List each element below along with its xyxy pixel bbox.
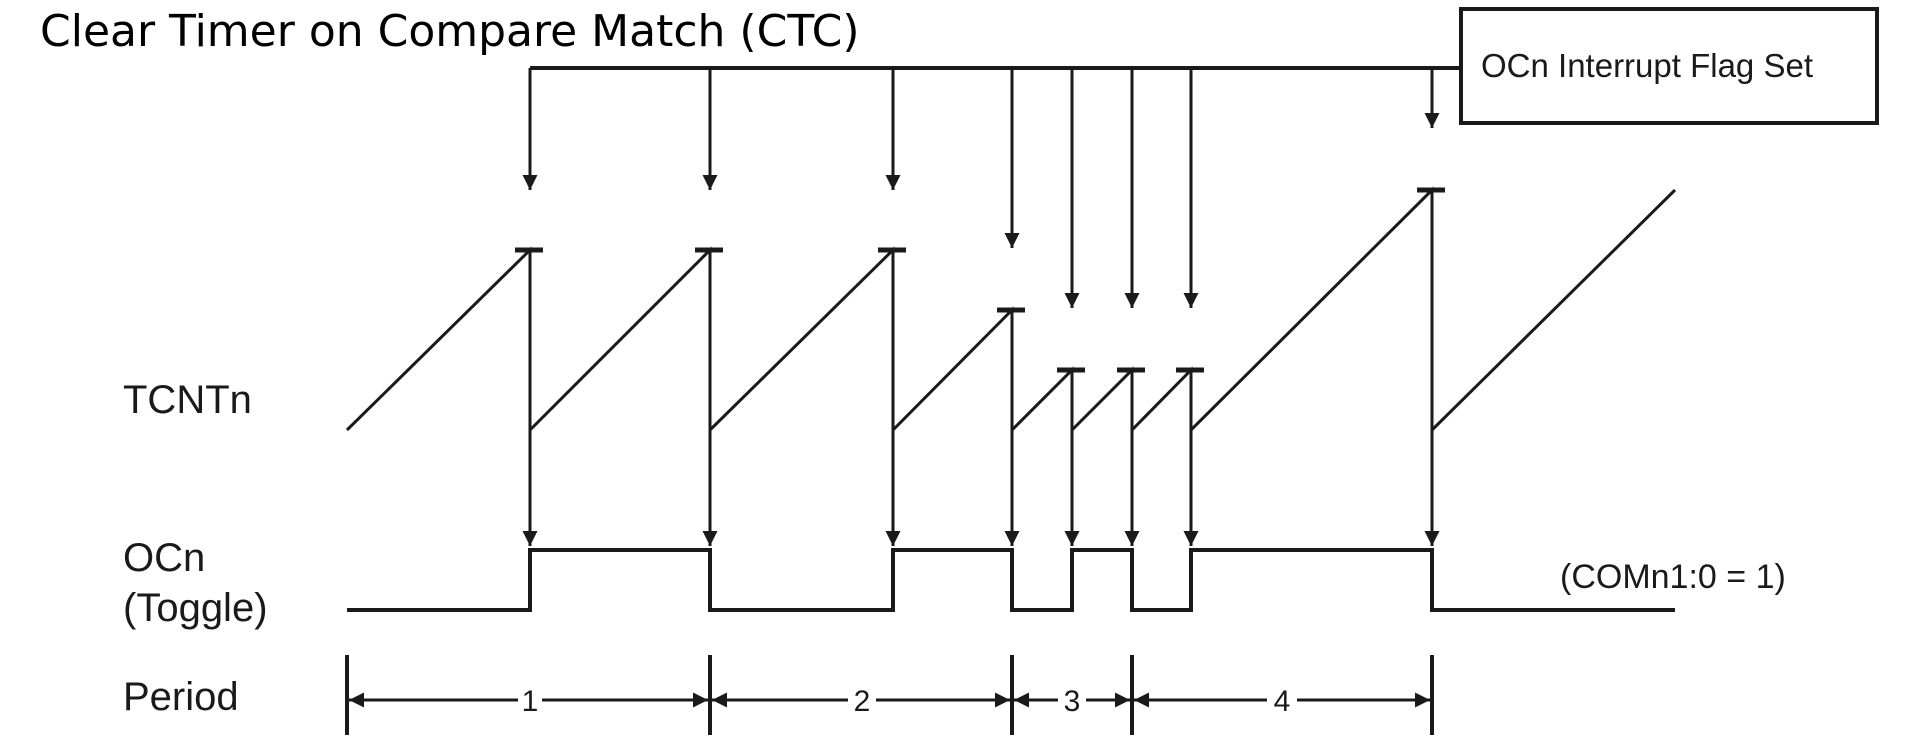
tcntn-waveform — [345, 186, 1677, 434]
interrupt-flag-label: OCn Interrupt Flag Set — [1481, 47, 1813, 84]
period-number-1: 1 — [522, 685, 539, 718]
page-title: Clear Timer on Compare Match (CTC) — [40, 6, 860, 57]
period-row-label: Period — [123, 675, 239, 719]
top-value-ticks — [515, 187, 1445, 373]
period-bars — [345, 655, 1434, 735]
ocn-signal-label: OCn (Toggle) — [123, 533, 268, 633]
ocn-label-line2: (Toggle) — [123, 586, 268, 630]
flag-arrows — [522, 68, 1440, 308]
interrupt-flag-box: OCn Interrupt Flag Set — [1459, 7, 1879, 125]
ocn-toggle-waveform — [347, 548, 1675, 612]
period-number-2: 2 — [854, 685, 871, 718]
com-mode-note: (COMn1:0 = 1) — [1560, 558, 1786, 596]
ocn-label-line1: OCn — [123, 536, 206, 580]
toggle-arrows — [522, 430, 1440, 546]
period-number-3: 3 — [1064, 685, 1081, 718]
period-number-4: 4 — [1274, 685, 1291, 718]
tcntn-signal-label: TCNTn — [123, 378, 252, 422]
